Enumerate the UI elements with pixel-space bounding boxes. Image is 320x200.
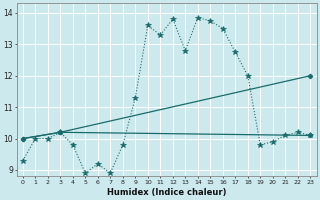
X-axis label: Humidex (Indice chaleur): Humidex (Indice chaleur)	[107, 188, 226, 197]
